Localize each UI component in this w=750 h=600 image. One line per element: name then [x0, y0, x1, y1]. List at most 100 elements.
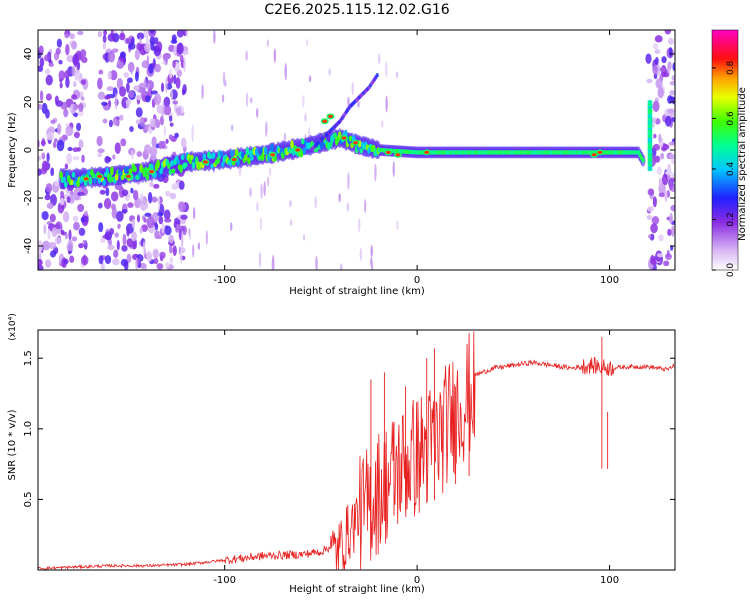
heatmap-noise-cell [661, 173, 669, 186]
heatmap-noise-cell [97, 148, 105, 154]
spectrogram-y-tick-label: -40 [23, 238, 34, 254]
heatmap-noise-cell [174, 132, 179, 139]
heatmap-noise-cell [283, 132, 287, 142]
heatmap-noise-cell [163, 96, 171, 108]
heatmap-ridge-cell [93, 177, 97, 184]
heatmap-noise-cell [58, 59, 63, 65]
snr-plot-area [38, 331, 675, 570]
colorbar-ticks: 0.0 0.2 0.4 0.6 0.8 [712, 60, 736, 277]
heatmap-noise-cell [671, 225, 675, 237]
heatmap-noise-cell [126, 227, 130, 237]
heatmap-noise-cell [38, 247, 42, 253]
heatmap-noise-cell [181, 231, 184, 248]
heatmap-noise-cell [107, 70, 112, 80]
heatmap-noise-cell [50, 250, 57, 258]
heatmap-noise-cell [84, 210, 88, 216]
heatmap-noise-cell [658, 177, 663, 189]
heatmap-noise-cell [652, 64, 658, 75]
heatmap-noise-cell [68, 229, 72, 241]
heatmap-noise-cell [172, 37, 177, 43]
heatmap-noise-cell [102, 42, 107, 50]
spectrogram-x-tick-label: 100 [600, 275, 619, 286]
heatmap-noise-cell [122, 233, 127, 246]
heatmap-noise-cell [646, 78, 653, 84]
heatmap-noise-cell [647, 205, 654, 212]
heatmap-noise-cell [302, 234, 306, 241]
heatmap-noise-cell [289, 199, 292, 208]
heatmap-noise-cell [151, 136, 157, 147]
heatmap-noise-cell [158, 215, 164, 225]
heatmap-noise-cell [74, 69, 79, 82]
heatmap-noise-cell [169, 192, 177, 200]
heatmap-noise-cell [135, 94, 142, 101]
heatmap-hotspot-core [231, 158, 237, 162]
heatmap-noise-cell [153, 47, 161, 57]
heatmap-noise-cell [127, 61, 135, 73]
heatmap-noise-cell [97, 152, 103, 158]
heatmap-noise-cell [54, 138, 58, 143]
heatmap-noise-cell [168, 134, 173, 141]
snr-x-axis-label: Height of straight line (km) [289, 584, 425, 595]
heatmap-noise-cell [50, 119, 56, 125]
heatmap-noise-cell [45, 108, 50, 119]
heatmap-ridge-cell [211, 152, 216, 159]
heatmap-noise-cell [47, 228, 51, 240]
heatmap-noise-cell [188, 227, 191, 235]
heatmap-noise-cell [139, 116, 146, 127]
heatmap-noise-cell [340, 263, 343, 270]
heatmap-noise-cell [111, 209, 117, 218]
heatmap-noise-cell [54, 236, 62, 245]
heatmap-noise-cell [671, 116, 675, 123]
heatmap-ridge-cell [70, 179, 74, 186]
heatmap-noise-cell [120, 51, 126, 59]
spectrogram-y-tick-label: 40 [23, 48, 34, 61]
heatmap-noise-cell [172, 245, 177, 257]
heatmap-ridge-cell [247, 157, 251, 165]
heatmap-noise-cell [81, 154, 85, 163]
heatmap-noise-cell [45, 259, 52, 268]
heatmap-noise-cell [178, 202, 186, 213]
heatmap-noise-cell [183, 57, 186, 73]
heatmap-noise-cell [72, 54, 79, 66]
heatmap-noise-cell [130, 37, 135, 45]
heatmap-noise-cell [56, 38, 62, 48]
heatmap-hotspot-core [591, 153, 597, 157]
heatmap-hotspot-core [395, 153, 401, 157]
heatmap-noise-cell [385, 60, 388, 78]
heatmap-noise-cell [175, 77, 181, 89]
heatmap-noise-cell [55, 47, 61, 55]
heatmap-noise-cell [669, 96, 675, 101]
heatmap-noise-cell [112, 116, 118, 126]
heatmap-noise-cell [163, 209, 171, 220]
heatmap-noise-cell [374, 163, 377, 182]
heatmap-noise-cell [173, 74, 177, 85]
heatmap-noise-cell [49, 213, 56, 223]
heatmap-noise-cell [123, 71, 130, 78]
heatmap-noise-cell [63, 108, 69, 118]
heatmap-noise-cell [256, 202, 259, 212]
heatmap-noise-cell [651, 117, 657, 122]
heatmap-noise-cell [153, 257, 159, 265]
colorbar-tick-label: 0.8 [726, 60, 736, 75]
heatmap-noise-cell [284, 62, 287, 81]
heatmap-noise-cell [305, 39, 309, 46]
heatmap-noise-cell [370, 260, 374, 270]
heatmap-noise-cell [121, 209, 128, 214]
heatmap-noise-cell [150, 90, 158, 95]
heatmap-noise-cell [663, 260, 670, 267]
heatmap-hotspot-core [353, 141, 359, 145]
heatmap-noise-cell [39, 90, 44, 102]
heatmap-noise-cell [161, 223, 165, 234]
heatmap-noise-cell [101, 101, 108, 106]
heatmap-noise-cell [67, 146, 73, 152]
heatmap-noise-cell [176, 42, 184, 55]
heatmap-noise-cell [46, 132, 55, 141]
heatmap-noise-cell [162, 101, 165, 117]
heatmap-ridge-cell [87, 169, 91, 176]
heatmap-noise-cell [153, 183, 160, 189]
heatmap-noise-cell [38, 155, 42, 161]
heatmap-hotspot-core [424, 150, 430, 154]
heatmap-noise-cell [165, 138, 169, 144]
heatmap-noise-cell [163, 105, 172, 116]
heatmap-noise-cell [71, 94, 78, 100]
